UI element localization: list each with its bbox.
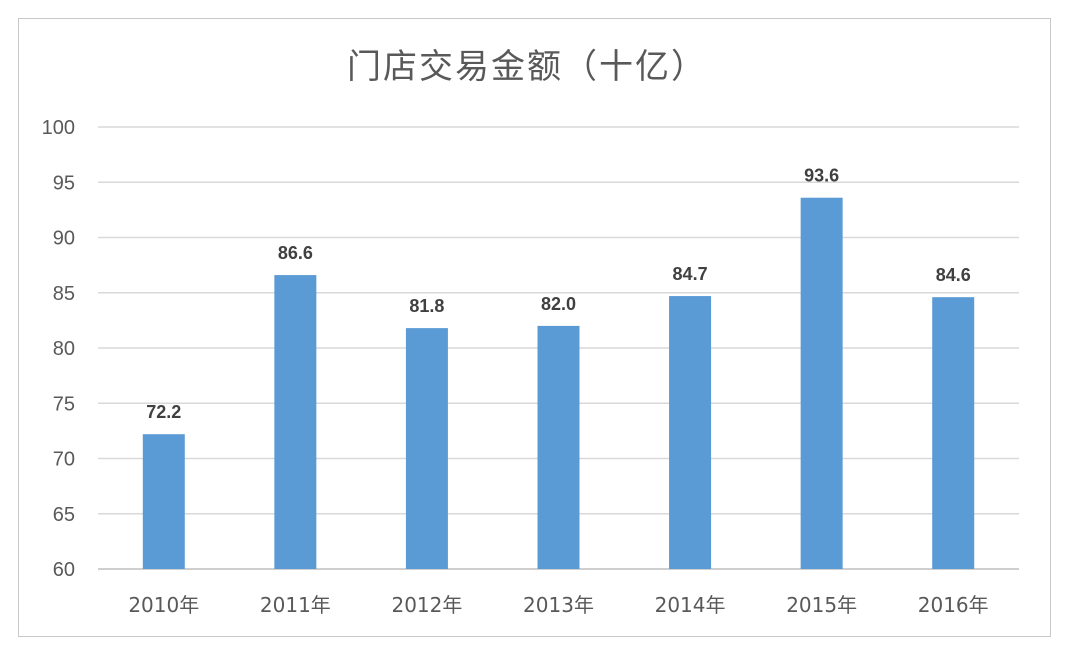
chart-frame [18, 18, 1051, 637]
x-tick-label: 2010年 [128, 593, 199, 617]
y-tick-label: 85 [53, 283, 75, 305]
x-tick-label: 2011年 [260, 593, 331, 617]
data-label: 93.6 [804, 166, 839, 186]
gridlines [98, 126, 1019, 570]
y-tick-label: 100 [42, 117, 75, 139]
y-tick-label: 60 [53, 559, 75, 581]
y-tick-label: 90 [53, 228, 75, 250]
bar [142, 434, 185, 569]
x-tick-label: 2012年 [391, 593, 462, 617]
bar [537, 325, 580, 569]
y-tick-label: 65 [53, 504, 75, 526]
y-tick-label: 70 [53, 449, 75, 471]
x-tick-label: 2014年 [655, 593, 726, 617]
data-label: 84.6 [936, 265, 971, 285]
x-tick-label: 2015年 [786, 593, 857, 617]
x-axis-ticks: 2010年 2011年 2012年 2013年 2014年 2015年 2016年 [128, 593, 988, 617]
y-axis-ticks: 60 65 70 75 80 85 90 95 100 [42, 117, 75, 581]
y-tick-label: 80 [53, 338, 75, 360]
x-tick-label: 2013年 [523, 593, 594, 617]
y-tick-label: 75 [53, 393, 75, 415]
bar [669, 296, 712, 569]
x-tick-label: 2016年 [918, 593, 989, 617]
data-label: 81.8 [409, 296, 444, 316]
data-label: 82.0 [541, 294, 576, 314]
data-labels: 72.2 86.6 81.8 82.0 84.7 93.6 84.6 [146, 166, 970, 422]
bar [274, 275, 317, 569]
data-label: 72.2 [146, 402, 181, 422]
bar [932, 297, 975, 569]
data-label: 84.7 [673, 264, 708, 284]
bar [405, 328, 448, 569]
bar [800, 197, 843, 569]
y-tick-label: 95 [53, 172, 75, 194]
data-label: 86.6 [278, 243, 313, 263]
bars [142, 197, 975, 569]
chart-title: 门店交易金额（十亿） [347, 47, 707, 87]
